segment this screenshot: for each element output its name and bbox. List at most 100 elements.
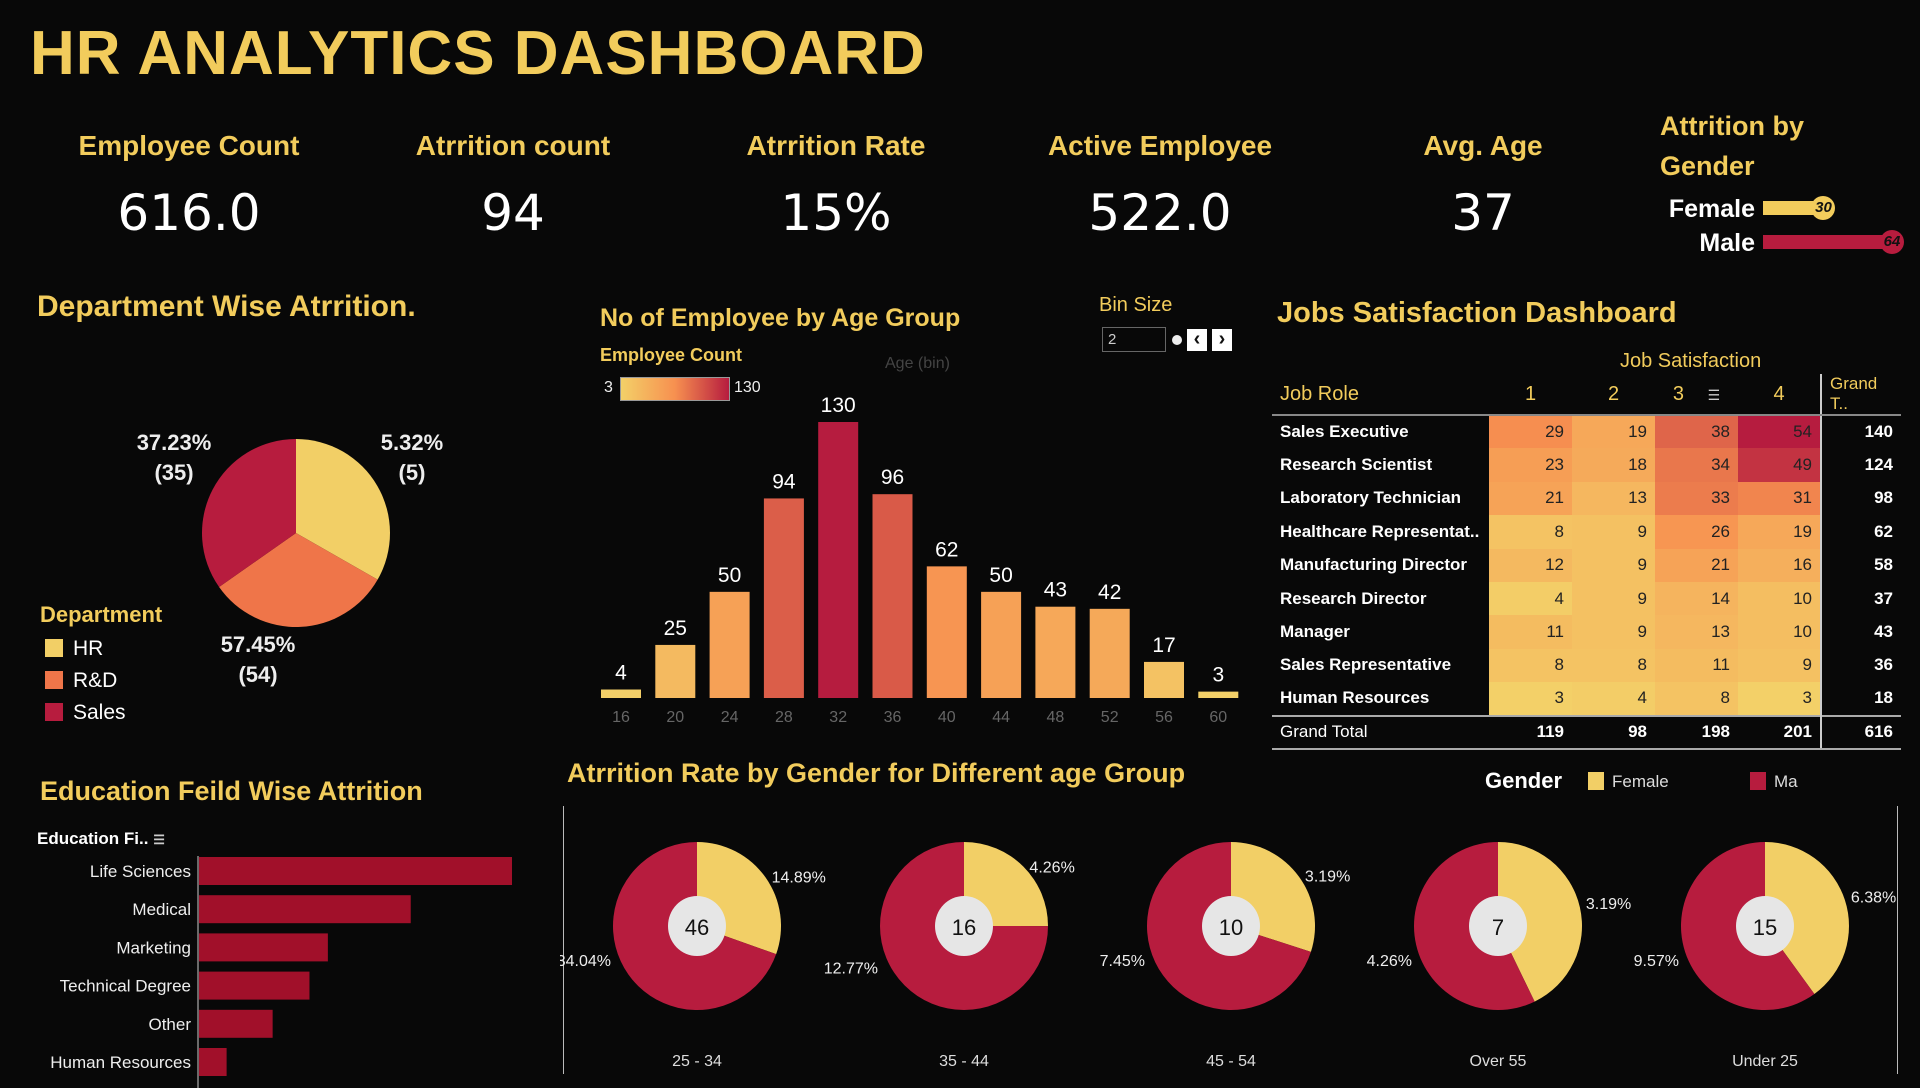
col-header[interactable]: 1 [1489, 374, 1572, 416]
education-bar[interactable] [199, 1009, 273, 1038]
pie-slice-hr[interactable] [296, 438, 391, 580]
heatmap-cell[interactable]: 8 [1489, 515, 1572, 549]
age-bar[interactable] [818, 422, 859, 698]
heatmap-cell[interactable]: 49 [1738, 448, 1821, 482]
female-slice[interactable] [1498, 842, 1582, 1002]
age-bar[interactable] [1144, 661, 1184, 698]
heatmap-cell[interactable]: 10 [1738, 581, 1821, 616]
category-label: Technical Degree [60, 977, 191, 996]
age-bar[interactable] [1198, 691, 1239, 698]
heatmap-cell[interactable]: 21 [1489, 481, 1572, 516]
row-total: 18 [1820, 682, 1901, 716]
legend-item-rd[interactable]: R&D [45, 665, 126, 697]
heatmap-cell[interactable]: 18 [1572, 448, 1655, 482]
heatmap-cell[interactable]: 10 [1738, 615, 1821, 649]
heatmap-cell[interactable]: 29 [1489, 415, 1572, 449]
education-axis-header: Education Fi.. ☰ [37, 829, 165, 849]
female-slice[interactable] [964, 842, 1048, 927]
heatmap-cell[interactable]: 54 [1738, 415, 1821, 449]
female-slice[interactable] [1765, 842, 1849, 994]
row-total: 37 [1820, 581, 1901, 616]
legend-item-male[interactable]: Ma [1750, 772, 1798, 792]
age-bar[interactable] [981, 591, 1022, 698]
kpi-avg-age: Avg. Age 37 [1333, 130, 1633, 242]
female-pct-label: 3.19% [1305, 869, 1350, 886]
heatmap-cell[interactable]: 13 [1655, 615, 1738, 649]
heatmap-cell[interactable]: 21 [1655, 548, 1738, 582]
heatmap-cell[interactable]: 4 [1489, 581, 1572, 616]
heatmap-cell[interactable]: 34 [1655, 448, 1738, 482]
heatmap-cell[interactable]: 16 [1738, 548, 1821, 582]
heatmap-cell[interactable]: 9 [1572, 515, 1655, 549]
heatmap-cell[interactable]: 12 [1489, 548, 1572, 582]
sort-icon[interactable]: ☰ [1707, 386, 1721, 403]
heatmap-cell[interactable]: 8 [1489, 648, 1572, 683]
job-role: Research Scientist [1280, 455, 1433, 475]
age-bar[interactable] [655, 644, 696, 698]
pie-slice-sales[interactable] [202, 439, 296, 588]
heatmap-cell[interactable]: 33 [1655, 481, 1738, 516]
education-bar[interactable] [199, 857, 512, 885]
sort-icon[interactable]: ☰ [153, 832, 165, 847]
age-bar[interactable] [1089, 608, 1130, 698]
job-satisfaction-title: Jobs Satisfaction Dashboard [1277, 297, 1677, 329]
education-bar[interactable] [199, 1048, 227, 1076]
heatmap-cell[interactable]: 8 [1655, 682, 1738, 716]
bin-size-input[interactable] [1102, 327, 1166, 352]
category-label: Other [148, 1015, 191, 1034]
slider-handle[interactable] [1172, 335, 1182, 345]
pie-slice-rd[interactable] [219, 533, 378, 627]
age-bar[interactable] [763, 498, 804, 698]
kpi-value: 37 [1451, 184, 1515, 242]
education-bar[interactable] [199, 895, 411, 924]
job-role: Manufacturing Director [1280, 555, 1468, 575]
female-attrition-bar[interactable] [1763, 201, 1824, 215]
heatmap-cell[interactable]: 4 [1572, 682, 1655, 716]
bin-next-button[interactable]: › [1212, 329, 1232, 351]
heatmap-cell[interactable]: 9 [1572, 548, 1655, 582]
education-bar[interactable] [199, 933, 328, 962]
legend-item-female[interactable]: Female [1588, 772, 1669, 792]
x-tick-label: 56 [1155, 709, 1173, 726]
age-bar[interactable] [926, 566, 967, 698]
age-bar[interactable] [1035, 606, 1076, 698]
heatmap-cell[interactable]: 19 [1572, 415, 1655, 449]
heatmap-cell[interactable]: 26 [1655, 515, 1738, 549]
heatmap-cell[interactable]: 38 [1655, 415, 1738, 449]
education-bar[interactable] [199, 971, 310, 1000]
heatmap-cell[interactable]: 9 [1738, 648, 1821, 683]
center-hole [668, 896, 726, 956]
department-legend: HR R&D Sales [45, 633, 126, 729]
divider [563, 806, 564, 1074]
heatmap-cell[interactable]: 9 [1572, 581, 1655, 616]
heatmap-cell[interactable]: 13 [1572, 481, 1655, 516]
female-pct-label: 3.19% [1586, 896, 1631, 913]
heatmap-cell[interactable]: 19 [1738, 515, 1821, 549]
age-bar[interactable] [709, 591, 750, 698]
department-pie [202, 438, 391, 627]
legend-item-sales[interactable]: Sales [45, 697, 126, 729]
center-hole [1469, 896, 1527, 956]
bin-prev-button[interactable]: ‹ [1187, 329, 1207, 351]
male-attrition-bar[interactable] [1763, 235, 1892, 249]
col-header[interactable]: 3 ☰ [1655, 374, 1738, 416]
col-header[interactable]: 2 [1572, 374, 1655, 416]
job-role: Human Resources [1280, 688, 1430, 708]
heatmap-cell[interactable]: 11 [1655, 648, 1738, 683]
heatmap-cell[interactable]: 14 [1655, 581, 1738, 616]
heatmap-cell[interactable]: 8 [1572, 648, 1655, 683]
col-header[interactable]: 4 [1738, 374, 1821, 416]
swatch [45, 703, 63, 721]
kpi-value: 94 [481, 184, 545, 242]
heatmap-cell[interactable]: 3 [1738, 682, 1821, 716]
heatmap-cell[interactable]: 31 [1738, 481, 1821, 516]
heatmap-cell[interactable]: 23 [1489, 448, 1572, 482]
heatmap-cell[interactable]: 9 [1572, 615, 1655, 649]
heatmap-cell[interactable]: 11 [1489, 615, 1572, 649]
gender-attrition-title: Attrition by Gender [1660, 106, 1804, 186]
age-bar[interactable] [601, 689, 641, 698]
color-legend-gradient [620, 377, 730, 401]
legend-item-hr[interactable]: HR [45, 633, 126, 665]
age-bar[interactable] [872, 494, 913, 698]
heatmap-cell[interactable]: 3 [1489, 682, 1572, 716]
